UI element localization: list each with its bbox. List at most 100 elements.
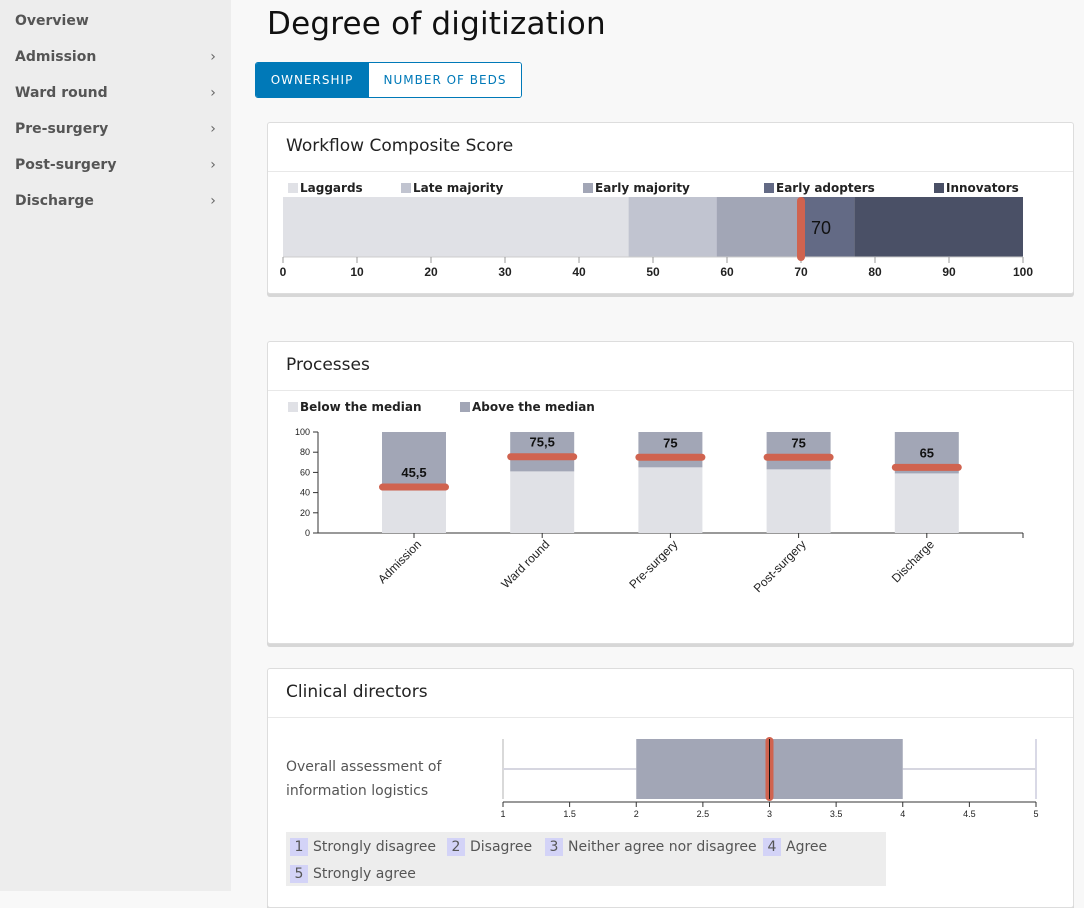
scale-item: 5 Strongly agree bbox=[290, 865, 416, 883]
main-content: Degree of digitization OWNERSHIP NUMBER … bbox=[231, 0, 1084, 908]
x-tick-label: Ward round bbox=[498, 537, 552, 591]
scale-number: 2 bbox=[447, 838, 465, 856]
processes-card: Processes Below the median Above the med… bbox=[267, 341, 1074, 644]
y-tick-label: 100 bbox=[295, 427, 310, 437]
sidebar-item-admission[interactable]: Admission › bbox=[15, 45, 220, 69]
page-title: Degree of digitization bbox=[267, 6, 606, 42]
bar-below-median bbox=[766, 469, 831, 533]
sidebar-item-discharge[interactable]: Discharge › bbox=[15, 189, 220, 213]
card-title: Workflow Composite Score bbox=[286, 136, 514, 156]
legend-item-late-majority: Late majority bbox=[401, 181, 503, 195]
legend-label: Laggards bbox=[300, 181, 363, 195]
scale-number: 1 bbox=[290, 838, 308, 856]
sidebar-item-overview[interactable]: Overview bbox=[15, 9, 220, 33]
legend-label: Early adopters bbox=[776, 181, 875, 195]
chevron-right-icon: › bbox=[210, 193, 216, 209]
divider bbox=[268, 171, 1073, 172]
x-tick-label: 1 bbox=[500, 809, 505, 819]
y-tick-label: 40 bbox=[300, 488, 310, 498]
x-tick-label: 80 bbox=[868, 265, 882, 279]
legend-item-early-majority: Early majority bbox=[583, 181, 690, 195]
legend-label: Innovators bbox=[946, 181, 1019, 195]
scale-label: Strongly disagree bbox=[313, 839, 436, 855]
x-tick-label: 70 bbox=[794, 265, 808, 279]
legend-label: Late majority bbox=[413, 181, 504, 195]
x-tick-label: 3.5 bbox=[830, 809, 843, 819]
bar-above-median bbox=[382, 432, 446, 491]
clinical-directors-card: Clinical directors Overall assessment of… bbox=[267, 668, 1074, 908]
legend-swatch bbox=[934, 183, 944, 193]
bar-value-label: 45,5 bbox=[401, 465, 426, 480]
x-tick-label: 40 bbox=[572, 265, 586, 279]
chevron-right-icon: › bbox=[210, 85, 216, 101]
y-tick-label: 60 bbox=[300, 467, 310, 477]
segment-early-majority bbox=[716, 197, 801, 257]
grouping-toggle: OWNERSHIP NUMBER OF BEDS bbox=[255, 62, 522, 98]
composite-chart: 0 10 20 30 40 50 60 70 80 90 100 70 bbox=[280, 197, 1033, 279]
sidebar-item-label: Admission bbox=[15, 49, 97, 65]
sidebar-item-label: Post-surgery bbox=[15, 157, 117, 173]
segment-laggards bbox=[283, 197, 629, 257]
legend-item-above-median: Above the median bbox=[460, 400, 595, 414]
x-tick-label: 4.5 bbox=[963, 809, 976, 819]
x-tick-label: 2 bbox=[634, 809, 639, 819]
sidebar-item-ward-round[interactable]: Ward round › bbox=[15, 81, 220, 105]
x-tick-label: 3 bbox=[767, 809, 772, 819]
sidebar-item-label: Overview bbox=[15, 13, 89, 29]
legend-swatch bbox=[401, 183, 411, 193]
median-marker bbox=[797, 197, 805, 261]
sidebar-item-label: Discharge bbox=[15, 193, 94, 209]
legend-swatch bbox=[583, 183, 593, 193]
bar-below-median bbox=[510, 471, 575, 533]
ownership-tab[interactable]: OWNERSHIP bbox=[256, 63, 368, 97]
legend-item-below-median: Below the median bbox=[288, 400, 422, 414]
median-marker bbox=[763, 453, 834, 461]
processes-chart: 0 20 40 60 80 100 45,5 Admission 75,5 Ward round 7… bbox=[295, 427, 1024, 595]
median-marker bbox=[507, 453, 578, 461]
segment-late-majority bbox=[628, 197, 717, 257]
scale-legend: 1 Strongly disagree 2 Disagree 3 Neither… bbox=[286, 832, 886, 886]
chevron-right-icon: › bbox=[210, 49, 216, 65]
x-tick-label: 1.5 bbox=[563, 809, 576, 819]
legend-label: Early majority bbox=[595, 181, 690, 195]
legend-swatch bbox=[764, 183, 774, 193]
scale-item: 3 Neither agree nor disagree bbox=[545, 838, 757, 856]
median-marker bbox=[379, 483, 449, 491]
legend-item-innovators: Innovators bbox=[934, 181, 1019, 195]
bar-value-label: 65 bbox=[920, 445, 934, 460]
scale-label: Neither agree nor disagree bbox=[568, 839, 757, 855]
x-tick-label: Post-surgery bbox=[751, 537, 809, 595]
median-marker bbox=[635, 453, 706, 461]
legend-item-laggards: Laggards bbox=[288, 181, 363, 195]
legend-label: Below the median bbox=[300, 400, 422, 414]
bar-below-median bbox=[894, 473, 959, 533]
sidebar-item-pre-surgery[interactable]: Pre-surgery › bbox=[15, 117, 220, 141]
x-tick-label: 90 bbox=[942, 265, 956, 279]
scale-item: 1 Strongly disagree bbox=[290, 838, 436, 856]
x-tick-label: Pre-surgery bbox=[626, 537, 680, 591]
sidebar-item-post-surgery[interactable]: Post-surgery › bbox=[15, 153, 220, 177]
marker-value-label: 70 bbox=[811, 218, 831, 238]
card-title: Clinical directors bbox=[286, 682, 428, 702]
bar-below-median bbox=[382, 490, 446, 533]
legend-swatch bbox=[460, 402, 470, 412]
scale-label: Strongly agree bbox=[313, 866, 416, 882]
x-tick-label: 5 bbox=[1033, 809, 1038, 819]
divider bbox=[268, 717, 1073, 718]
sidebar-item-label: Ward round bbox=[15, 85, 108, 101]
x-tick-label: 100 bbox=[1013, 265, 1033, 279]
bar-above-median bbox=[766, 432, 831, 470]
x-tick-label: 50 bbox=[646, 265, 660, 279]
median-marker bbox=[891, 463, 962, 471]
number-of-beds-tab[interactable]: NUMBER OF BEDS bbox=[368, 63, 521, 97]
x-tick-label: 10 bbox=[350, 265, 364, 279]
legend-swatch bbox=[288, 183, 298, 193]
segment-early-adopters bbox=[801, 197, 855, 257]
scale-item: 4 Agree bbox=[763, 838, 827, 856]
y-tick-label: 0 bbox=[305, 528, 310, 538]
scale-item: 2 Disagree bbox=[447, 838, 532, 856]
x-tick-label: 4 bbox=[900, 809, 905, 819]
x-tick-label: 30 bbox=[498, 265, 512, 279]
bar-value-label: 75,5 bbox=[530, 435, 555, 450]
bar-value-label: 75 bbox=[663, 435, 677, 450]
